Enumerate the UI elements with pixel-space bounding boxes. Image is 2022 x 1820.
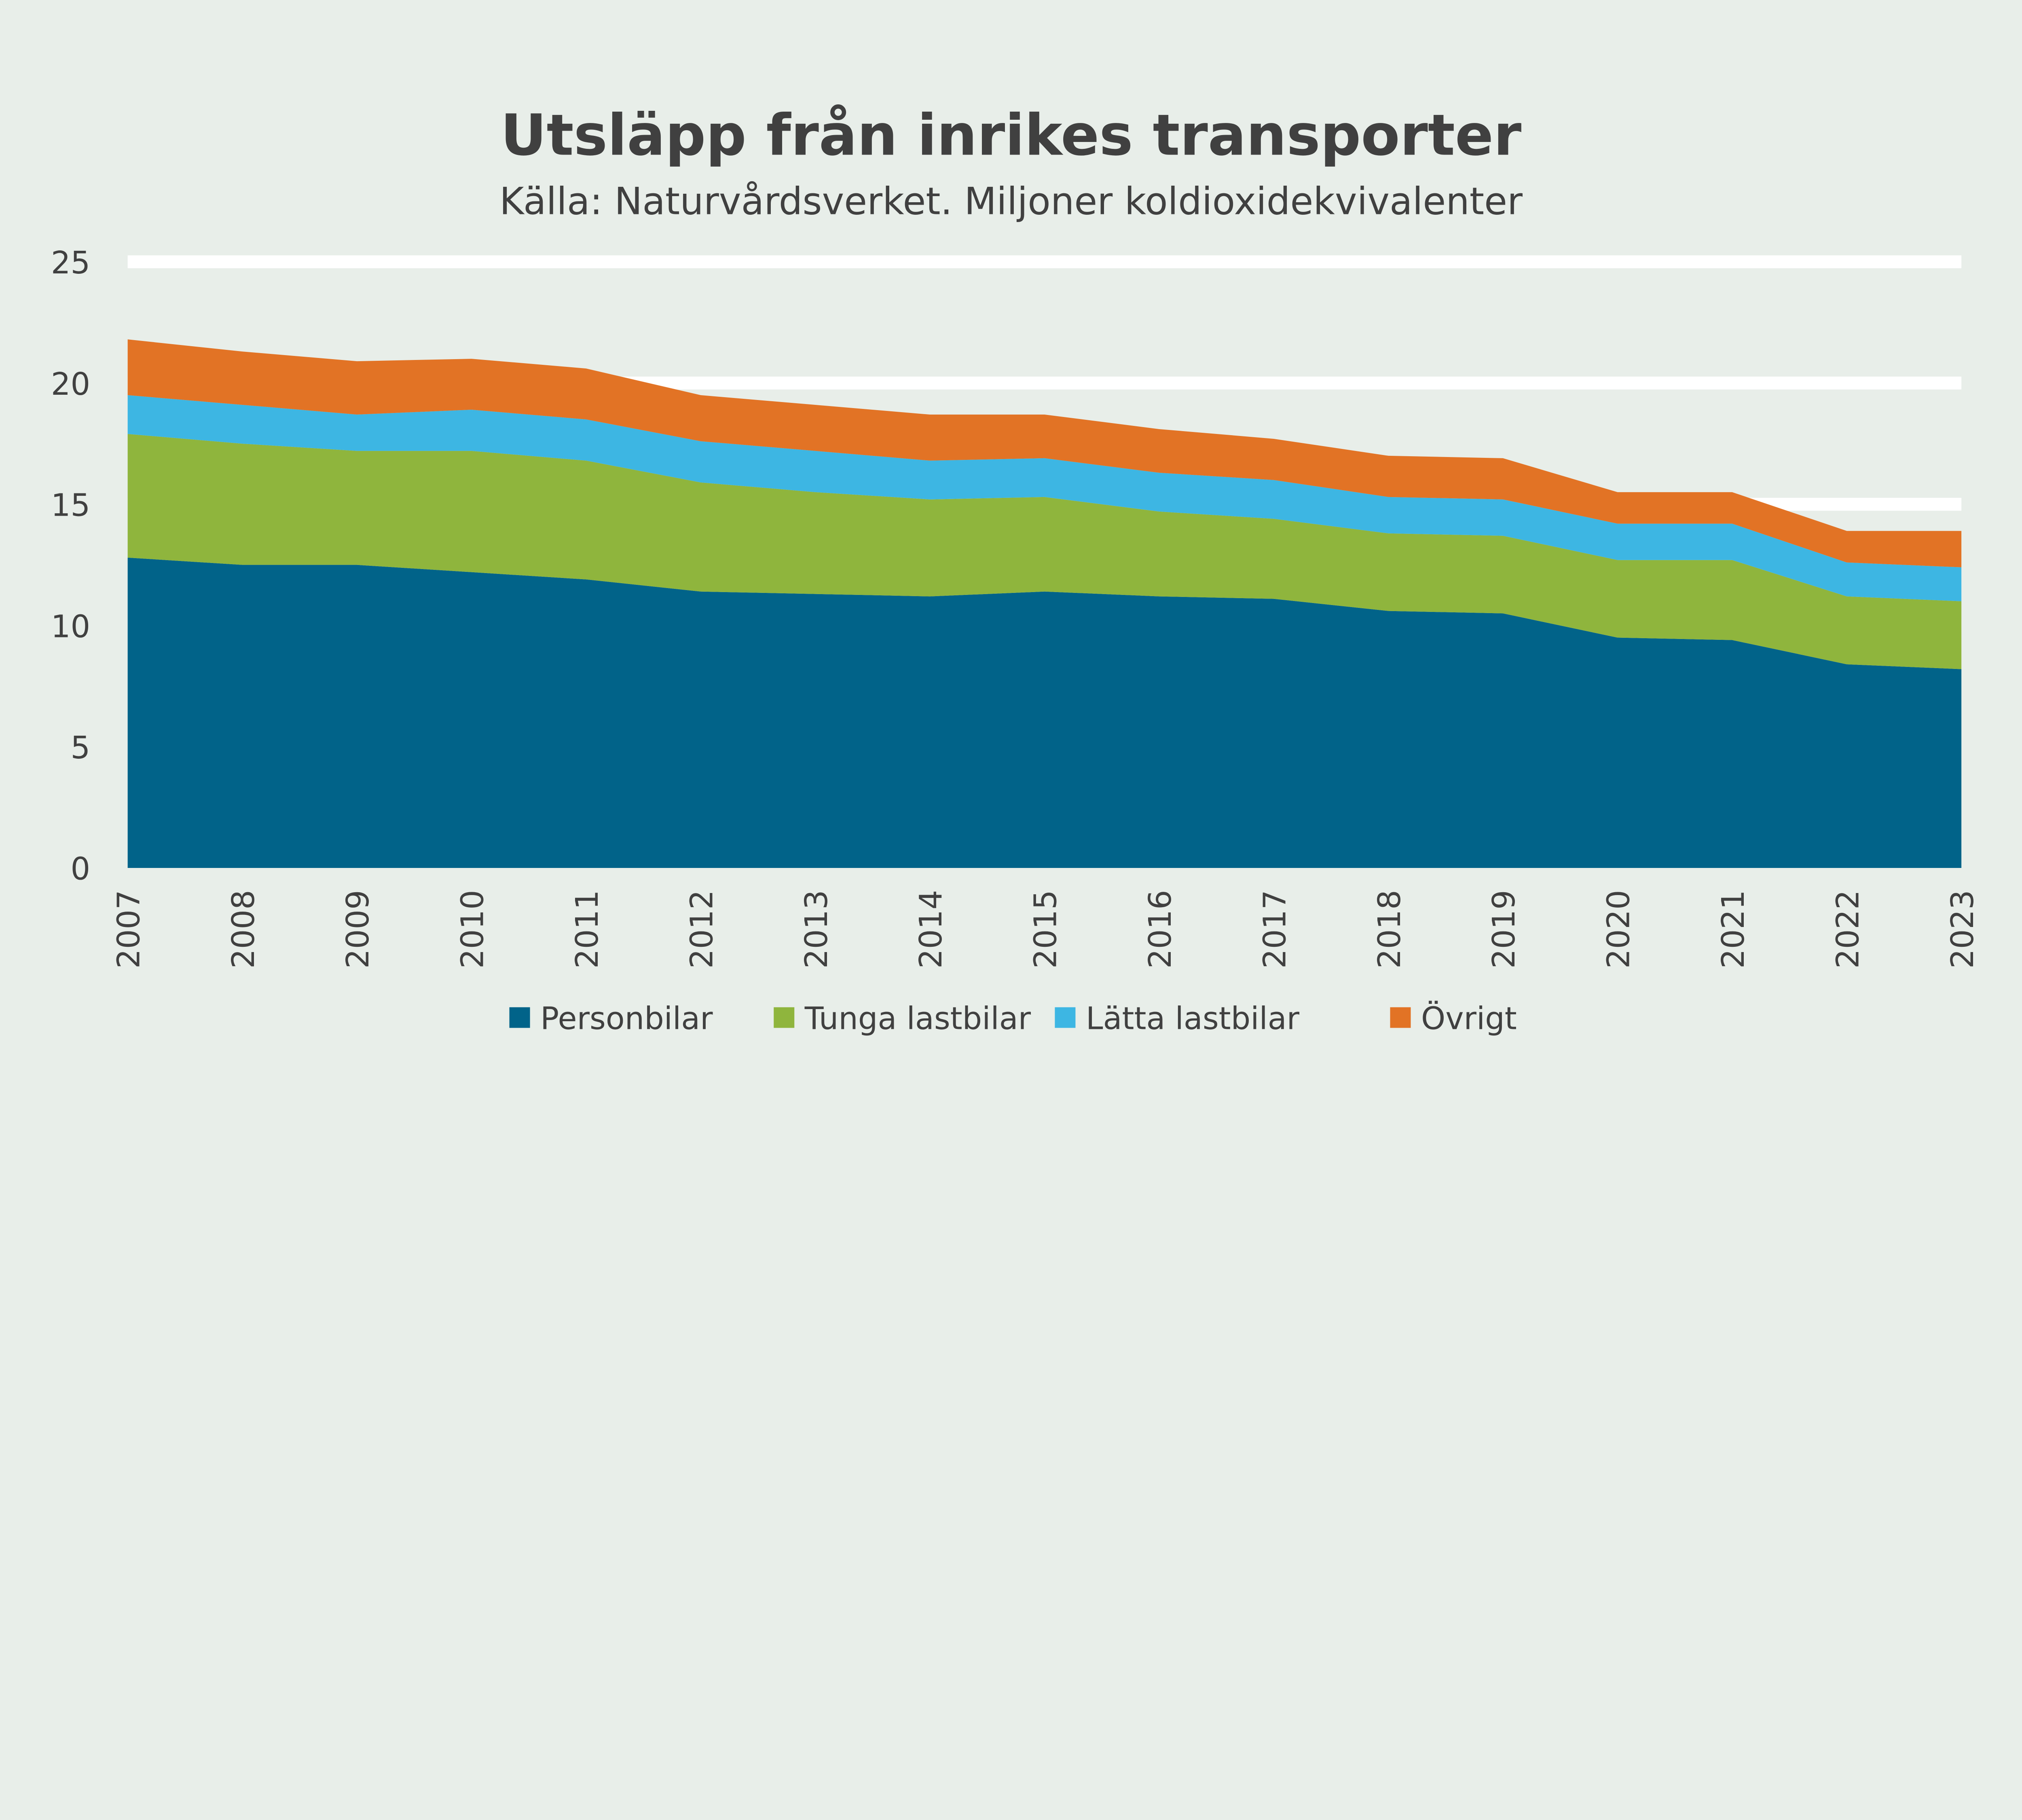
area-tunga-lastbilar — [127, 434, 1962, 669]
legend-swatch — [509, 1007, 530, 1028]
legend-item: Övrigt — [1390, 1001, 1517, 1037]
x-tick-label: 2023 — [1945, 890, 1981, 969]
gridline — [127, 255, 1962, 269]
legend-swatch — [1055, 1007, 1076, 1028]
x-tick-label: 2008 — [226, 890, 262, 969]
x-tick-label: 2010 — [455, 890, 491, 969]
legend-label: Övrigt — [1421, 1001, 1517, 1037]
chart-subtitle: Källa: Naturvårdsverket. Miljoner koldio… — [499, 179, 1523, 223]
area-övrigt — [127, 339, 1962, 567]
x-tick-label: 2018 — [1372, 890, 1408, 969]
x-tick-label: 2013 — [799, 890, 835, 969]
x-tick-label: 2016 — [1142, 890, 1178, 969]
x-tick-label: 2020 — [1601, 890, 1637, 969]
legend-swatch — [1390, 1007, 1411, 1028]
area-lätta-lastbilar — [127, 395, 1962, 601]
legend-item: Tunga lastbilar — [774, 1001, 1031, 1037]
areas — [127, 339, 1962, 868]
y-tick-label: 0 — [71, 851, 91, 887]
x-tick-label: 2019 — [1486, 890, 1522, 969]
y-tick-label: 15 — [51, 488, 90, 524]
legend-label: Personbilar — [540, 1001, 713, 1037]
legend-label: Tunga lastbilar — [804, 1001, 1031, 1037]
x-tick-label: 2012 — [684, 890, 720, 969]
x-tick-label: 2014 — [913, 890, 949, 969]
legend-item: Lätta lastbilar — [1055, 1001, 1300, 1037]
x-tick-label: 2007 — [111, 890, 147, 969]
x-tick-label: 2021 — [1715, 890, 1751, 969]
x-tick-label: 2022 — [1830, 890, 1866, 969]
x-tick-label: 2015 — [1028, 890, 1064, 969]
y-tick-label: 25 — [51, 245, 90, 281]
legend: Personbilar Tunga lastbilar Lätta lastbila… — [509, 1001, 1517, 1037]
y-axis: 0 5 10 15 20 25 — [51, 245, 90, 887]
x-tick-label: 2011 — [569, 890, 605, 969]
y-tick-label: 10 — [51, 609, 90, 645]
x-axis: 2007 2008 2009 2010 2011 2012 2013 2014 2015 2016… — [111, 890, 1980, 969]
x-tick-label: 2017 — [1257, 890, 1293, 969]
x-tick-label: 2009 — [340, 890, 376, 969]
stacked-area-chart: Utsläpp från inrikes transporter Källa: … — [51, 103, 1981, 1037]
y-tick-label: 20 — [51, 366, 90, 402]
y-tick-label: 5 — [71, 730, 91, 766]
legend-label: Lätta lastbilar — [1086, 1001, 1300, 1037]
legend-swatch — [774, 1007, 795, 1028]
chart-title: Utsläpp från inrikes transporter — [501, 103, 1522, 169]
legend-item: Personbilar — [509, 1001, 713, 1037]
area-personbilar — [127, 557, 1962, 868]
